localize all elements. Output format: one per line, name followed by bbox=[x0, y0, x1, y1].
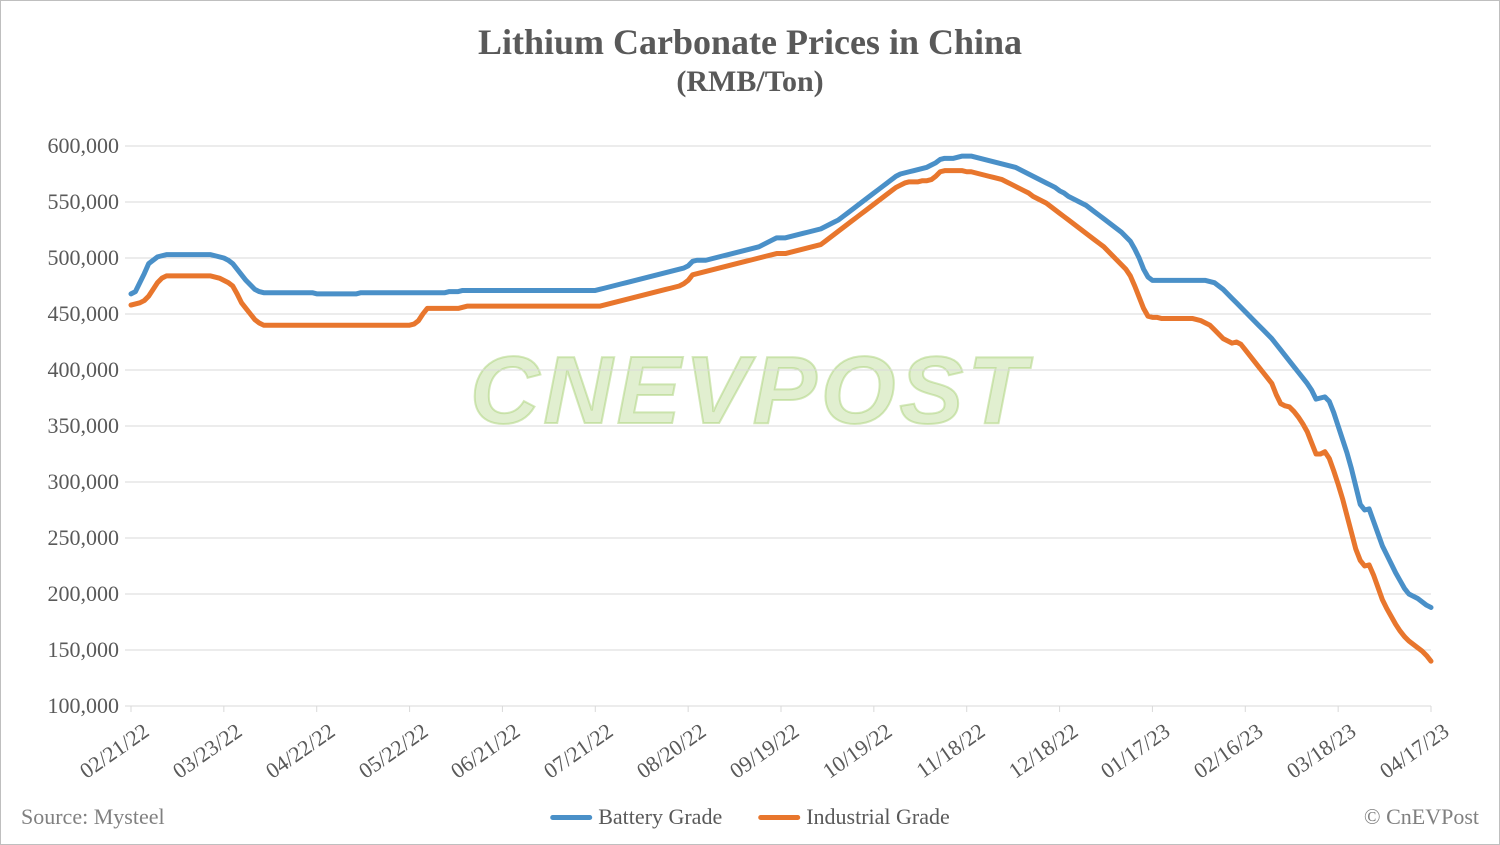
y-tick-label: 600,000 bbox=[19, 133, 119, 159]
y-tick-label: 300,000 bbox=[19, 469, 119, 495]
chart-subtitle: (RMB/Ton) bbox=[1, 65, 1499, 99]
y-tick-label: 150,000 bbox=[19, 637, 119, 663]
y-tick-label: 350,000 bbox=[19, 413, 119, 439]
legend-label: Battery Grade bbox=[598, 804, 722, 830]
legend: Battery Grade Industrial Grade bbox=[532, 801, 968, 830]
legend-swatch bbox=[758, 815, 800, 820]
x-tick-label: 12/18/22 bbox=[969, 718, 1082, 808]
x-tick-label: 05/22/22 bbox=[319, 718, 432, 808]
x-tick-label: 01/17/23 bbox=[1062, 718, 1175, 808]
chart-frame: Lithium Carbonate Prices in China (RMB/T… bbox=[0, 0, 1500, 845]
legend-item: Industrial Grade bbox=[758, 802, 950, 830]
x-tick-label: 10/19/22 bbox=[784, 718, 897, 808]
x-tick-label: 02/16/23 bbox=[1155, 718, 1268, 808]
x-tick-label: 02/21/22 bbox=[41, 718, 154, 808]
legend-swatch bbox=[550, 815, 592, 820]
series-line bbox=[131, 156, 1431, 607]
y-tick-label: 450,000 bbox=[19, 301, 119, 327]
x-tick-label: 08/20/22 bbox=[598, 718, 711, 808]
x-tick-label: 03/18/23 bbox=[1248, 718, 1361, 808]
y-tick-label: 500,000 bbox=[19, 245, 119, 271]
series-line bbox=[131, 171, 1431, 662]
x-tick-label: 04/22/22 bbox=[226, 718, 339, 808]
x-tick-label: 04/17/23 bbox=[1341, 718, 1454, 808]
chart-title: Lithium Carbonate Prices in China bbox=[1, 21, 1499, 63]
x-tick-label: 09/19/22 bbox=[691, 718, 804, 808]
copyright-label: © CnEVPost bbox=[1364, 804, 1479, 830]
plot-area bbox=[131, 146, 1431, 706]
y-tick-label: 200,000 bbox=[19, 581, 119, 607]
y-tick-label: 550,000 bbox=[19, 189, 119, 215]
x-tick-label: 03/23/22 bbox=[134, 718, 247, 808]
x-tick-label: 07/21/22 bbox=[505, 718, 618, 808]
x-tick-label: 06/21/22 bbox=[412, 718, 525, 808]
legend-item: Battery Grade bbox=[550, 802, 722, 830]
y-tick-label: 400,000 bbox=[19, 357, 119, 383]
y-tick-label: 100,000 bbox=[19, 693, 119, 719]
legend-label: Industrial Grade bbox=[806, 804, 950, 830]
title-block: Lithium Carbonate Prices in China (RMB/T… bbox=[1, 21, 1499, 99]
plot-svg bbox=[131, 146, 1431, 706]
y-tick-label: 250,000 bbox=[19, 525, 119, 551]
source-label: Source: Mysteel bbox=[21, 804, 165, 830]
x-tick-label: 11/18/22 bbox=[876, 718, 989, 808]
